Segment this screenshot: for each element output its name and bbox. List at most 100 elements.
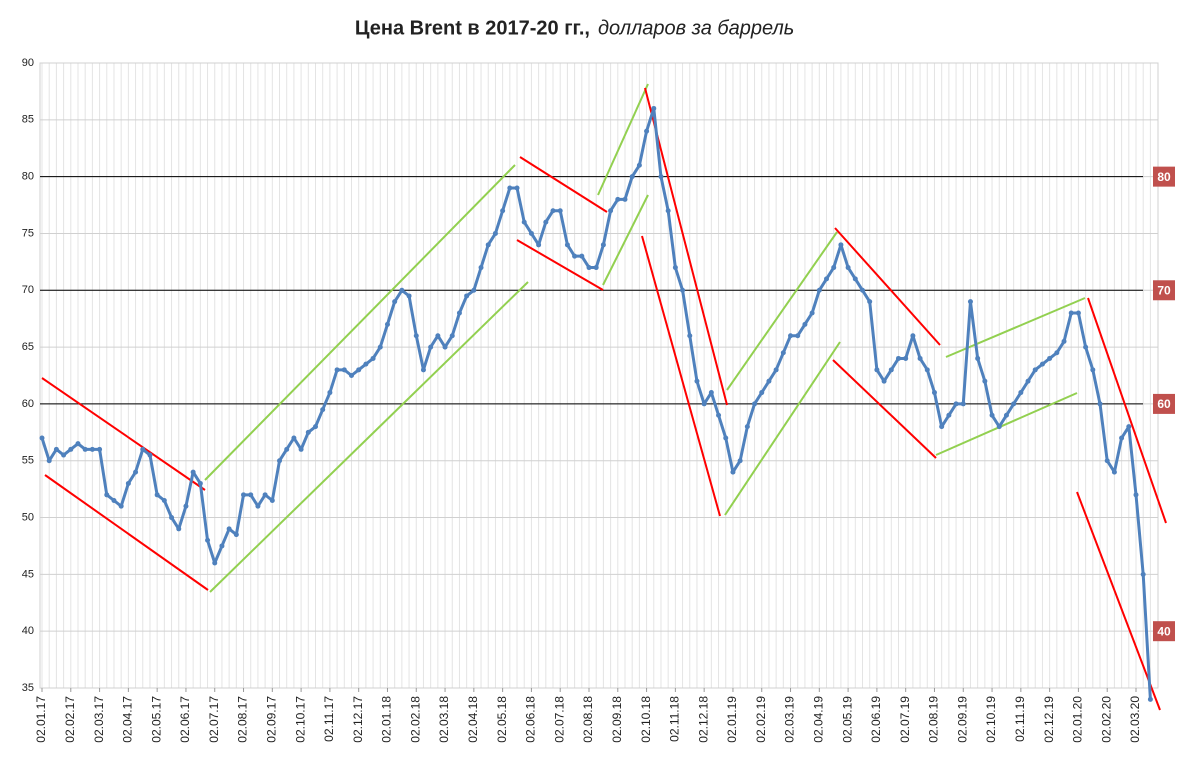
trend-line <box>519 156 608 213</box>
x-tick-label: 02.05.19 <box>840 696 854 743</box>
point <box>485 242 491 248</box>
trend-line <box>832 359 937 459</box>
trend-line <box>209 281 529 593</box>
point <box>665 208 671 214</box>
x-tick-label: 02.03.20 <box>1128 696 1142 743</box>
point <box>687 333 693 339</box>
level-box <box>1153 621 1175 642</box>
point <box>277 458 283 464</box>
point <box>471 287 477 293</box>
grid <box>39 62 1159 689</box>
point <box>327 390 333 396</box>
point <box>737 458 743 464</box>
point <box>586 265 592 271</box>
point <box>672 265 678 271</box>
trend-line <box>1087 297 1167 524</box>
point <box>190 469 196 475</box>
x-tick-label: 02.01.20 <box>1071 696 1085 743</box>
trend-line <box>204 164 516 481</box>
x-tick-label: 02.06.19 <box>869 696 883 743</box>
x-tick-label: 02.04.17 <box>121 696 135 743</box>
point <box>1133 492 1139 498</box>
x-tick-label: 02.11.18 <box>668 696 682 742</box>
point <box>97 446 103 452</box>
point <box>1018 390 1024 396</box>
point <box>133 469 139 475</box>
point <box>867 299 873 305</box>
trend-line <box>724 341 841 516</box>
point <box>428 344 434 350</box>
trend-lines <box>41 83 1167 711</box>
point <box>125 480 131 486</box>
point <box>636 162 642 168</box>
point <box>154 492 160 498</box>
trend-line <box>834 227 941 346</box>
point <box>989 412 995 418</box>
point <box>384 321 390 327</box>
point <box>917 355 923 361</box>
point <box>205 537 211 543</box>
point <box>1047 355 1053 361</box>
point <box>348 373 354 378</box>
point <box>1068 310 1074 316</box>
point <box>46 458 52 464</box>
point <box>435 333 441 339</box>
x-tick-label: 02.02.20 <box>1099 696 1113 743</box>
point <box>1104 458 1110 464</box>
point <box>931 390 937 396</box>
point <box>888 367 894 373</box>
level-box <box>1153 280 1175 301</box>
x-tick-label: 02.08.19 <box>927 696 941 743</box>
level-box <box>1153 166 1175 187</box>
point <box>183 503 189 509</box>
point <box>1119 435 1125 441</box>
point <box>305 429 311 435</box>
point <box>269 498 275 503</box>
point <box>572 253 578 259</box>
trend-line <box>602 194 649 286</box>
point <box>824 276 830 282</box>
x-tick-label: 02.03.18 <box>437 696 451 743</box>
point <box>788 333 794 339</box>
point <box>341 367 347 373</box>
point <box>284 446 290 452</box>
x-tick-label: 02.05.18 <box>495 696 509 743</box>
trend-line <box>945 297 1086 358</box>
point <box>960 401 966 407</box>
point <box>730 469 736 475</box>
point <box>1003 412 1009 418</box>
point <box>874 367 880 373</box>
chart-title: Цена Brent в 2017-20 гг., <box>355 17 590 39</box>
point <box>946 412 952 418</box>
point <box>68 446 74 452</box>
point <box>658 174 664 180</box>
point <box>334 367 340 373</box>
point <box>507 185 513 191</box>
x-tick-label: 02.09.18 <box>610 696 624 743</box>
x-tick-label: 02.09.17 <box>264 696 278 743</box>
x-tick-label: 02.01.19 <box>725 696 739 743</box>
y-tick-label: 75 <box>22 227 34 239</box>
trend-line <box>726 231 838 391</box>
point <box>1126 424 1132 430</box>
point <box>557 208 563 214</box>
point <box>61 452 67 458</box>
x-tick-label: 02.09.19 <box>955 696 969 743</box>
x-tick-label: 02.06.18 <box>524 696 538 743</box>
x-tick-label: 02.11.17 <box>322 696 336 742</box>
point <box>744 424 750 430</box>
y-tick-label: 35 <box>22 682 34 694</box>
x-tick-label: 02.03.17 <box>92 696 106 743</box>
point <box>701 401 707 407</box>
point <box>255 503 261 509</box>
point <box>622 196 628 202</box>
x-tick-label: 02.01.17 <box>34 696 48 743</box>
point <box>420 367 426 373</box>
x-tick-label: 02.03.19 <box>783 696 797 743</box>
point <box>449 333 455 339</box>
point <box>140 446 146 452</box>
point <box>104 492 110 498</box>
point <box>579 253 585 259</box>
point <box>442 344 448 350</box>
point <box>910 333 916 339</box>
